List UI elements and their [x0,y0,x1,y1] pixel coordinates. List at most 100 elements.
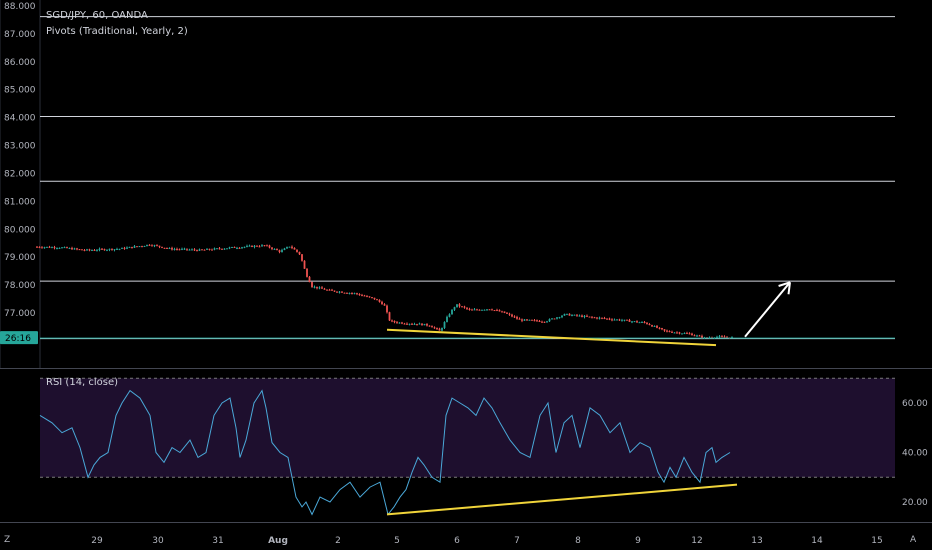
pivots-indicator-label[interactable]: Pivots (Traditional, Yearly, 2) [46,26,188,37]
candle-body [401,322,403,324]
candle-body [281,250,283,252]
time-tick-label: 14 [811,536,823,546]
candle-body [168,248,171,250]
candle-body [93,250,96,252]
candle-body [716,336,718,338]
rsi-tick-label: 40.00 [902,449,928,459]
candle-body [688,333,691,335]
candle-body [583,315,586,317]
candle-body [288,246,291,248]
candle-body [548,319,551,322]
candle-body [511,314,513,317]
candle-body [301,254,303,261]
candle-body [63,247,66,249]
candle-body [138,246,141,248]
candle-body [638,322,641,324]
candle-body [656,325,658,328]
candle-body [561,315,563,318]
symbol-label[interactable]: SGD/JPY, 60, OANDA [46,10,148,21]
candle-body [353,293,356,295]
candle-body [606,318,608,320]
candle-body [323,288,326,290]
candle-body [416,323,418,325]
arrow-head [778,281,791,287]
candle-body [651,325,653,327]
price-tick-label: 87.000 [4,30,36,40]
candle-body [293,247,296,250]
candle-body [178,249,181,251]
candle-body [663,329,666,331]
zoom-icon[interactable]: Z [4,535,10,545]
candle-body [191,249,193,251]
candle-body [208,248,211,250]
candle-body [258,246,261,248]
candle-body [358,294,361,296]
rsi-pane[interactable]: 60.00 40.00 20.00 RSI (14, close) [39,377,928,516]
price-tick-label: 77.000 [4,309,36,319]
candle-body [573,314,576,316]
candle-body [541,321,543,323]
candle-body [526,319,528,321]
rsi-trendline[interactable] [386,483,738,516]
candle-body [578,315,581,317]
candle-body [378,299,381,302]
candle-body [546,321,548,323]
candle-body [46,246,48,248]
candle-body [388,312,391,321]
time-tick-label: 29 [91,536,103,546]
candle-body [268,245,271,248]
candle-body [251,245,253,247]
candle-body [368,296,371,298]
candle-body [653,325,656,327]
candle-body [543,321,546,323]
candle-body [531,319,533,321]
candle-body [276,248,278,251]
candle-body [176,249,178,251]
rsi-indicator-label[interactable]: RSI (14, close) [46,377,118,388]
candle-body [471,309,473,311]
price-pane[interactable]: 88.000 87.000 86.000 85.000 84.000 83.000 82.0… [0,0,895,368]
rsi-tick-label: 20.00 [902,498,928,508]
candle-body [308,276,311,283]
price-tick-label: 84.000 [4,114,36,124]
candle-body [426,323,428,326]
candle-body [141,246,143,248]
candle-body [61,247,63,249]
candle-body [513,316,516,318]
candle-body [626,319,628,321]
candle-body [673,332,676,334]
candle-body [336,291,338,293]
candle-body [461,306,463,308]
candle-body [266,245,268,247]
candle-body [356,293,358,295]
candle-body [153,245,156,247]
rsi-tick-label: 60.00 [902,399,928,409]
candle-body [448,314,451,317]
candle-body [608,318,611,320]
up-arrow-drawing[interactable] [744,281,791,338]
price-tick-label: 83.000 [4,142,36,152]
candle-body [241,247,243,249]
candle-body [671,331,673,333]
price-axis-ticks: 88.000 87.000 86.000 85.000 84.000 83.000 82.0… [4,2,36,319]
candle-body [151,245,153,247]
candle-body [158,245,161,247]
rsi-axis-ticks: 60.00 40.00 20.00 [902,399,928,508]
candle-body [48,246,51,248]
candle-body [233,246,236,248]
candle-body [498,310,501,312]
candle-body [231,246,233,248]
candle-body [91,250,93,252]
support-trendline[interactable] [386,328,717,347]
candle-body [433,327,436,329]
candle-body [518,318,521,320]
candle-body [36,246,38,248]
candle-body [386,305,388,313]
candle-body [116,249,118,251]
candle-body [666,330,668,332]
candle-body [678,332,681,334]
auto-scale-icon[interactable]: A [910,535,917,545]
candle-body [101,248,103,250]
candle-body [528,319,531,321]
